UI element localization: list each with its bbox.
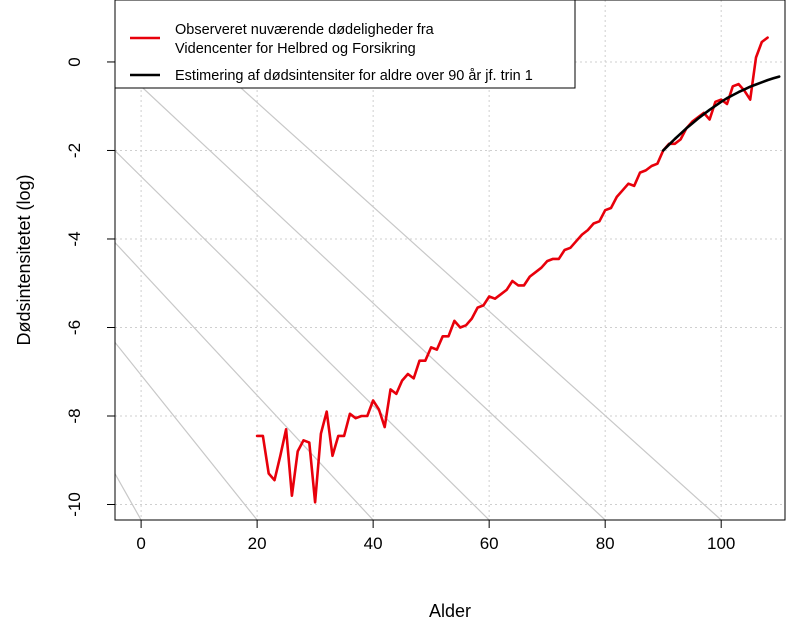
reference-line	[115, 472, 142, 520]
x-tick-label: 0	[136, 534, 145, 553]
y-axis: 0 -2 -4 -6 -8 -10	[65, 57, 116, 517]
x-tick-label: 60	[480, 534, 499, 553]
reference-line	[115, 341, 258, 520]
x-axis: 0 20 40 60 80 100	[136, 519, 735, 553]
y-tick-label: -2	[65, 143, 84, 158]
estimated-mortality-line	[661, 75, 781, 152]
x-axis-title: Alder	[429, 601, 471, 621]
legend-label: Videncenter for Helbred og Forsikring	[175, 41, 416, 57]
x-tick-label: 80	[596, 534, 615, 553]
data-series	[255, 36, 781, 504]
y-tick-label: -6	[65, 320, 84, 335]
x-tick-label: 20	[248, 534, 267, 553]
legend-label: Observeret nuværende dødeligheder fra	[175, 22, 435, 38]
reference-line	[142, 0, 722, 520]
y-tick-label: 0	[65, 57, 84, 66]
legend: Observeret nuværende dødeligheder fra Vid…	[114, 0, 576, 89]
y-tick-label: -4	[65, 231, 84, 246]
legend-box	[114, 0, 576, 89]
x-tick-label: 40	[364, 534, 383, 553]
y-axis-title: Dødsintensitetet (log)	[14, 174, 34, 345]
observed-mortality-line	[255, 36, 769, 504]
reference-line	[115, 149, 490, 520]
legend-label: Estimering af dødsintensiter for aldre o…	[175, 68, 533, 84]
reference-line	[115, 241, 374, 520]
y-tick-label: -8	[65, 408, 84, 423]
y-tick-label: -10	[65, 492, 84, 517]
x-tick-label: 100	[707, 534, 735, 553]
reference-lines	[115, 0, 722, 520]
